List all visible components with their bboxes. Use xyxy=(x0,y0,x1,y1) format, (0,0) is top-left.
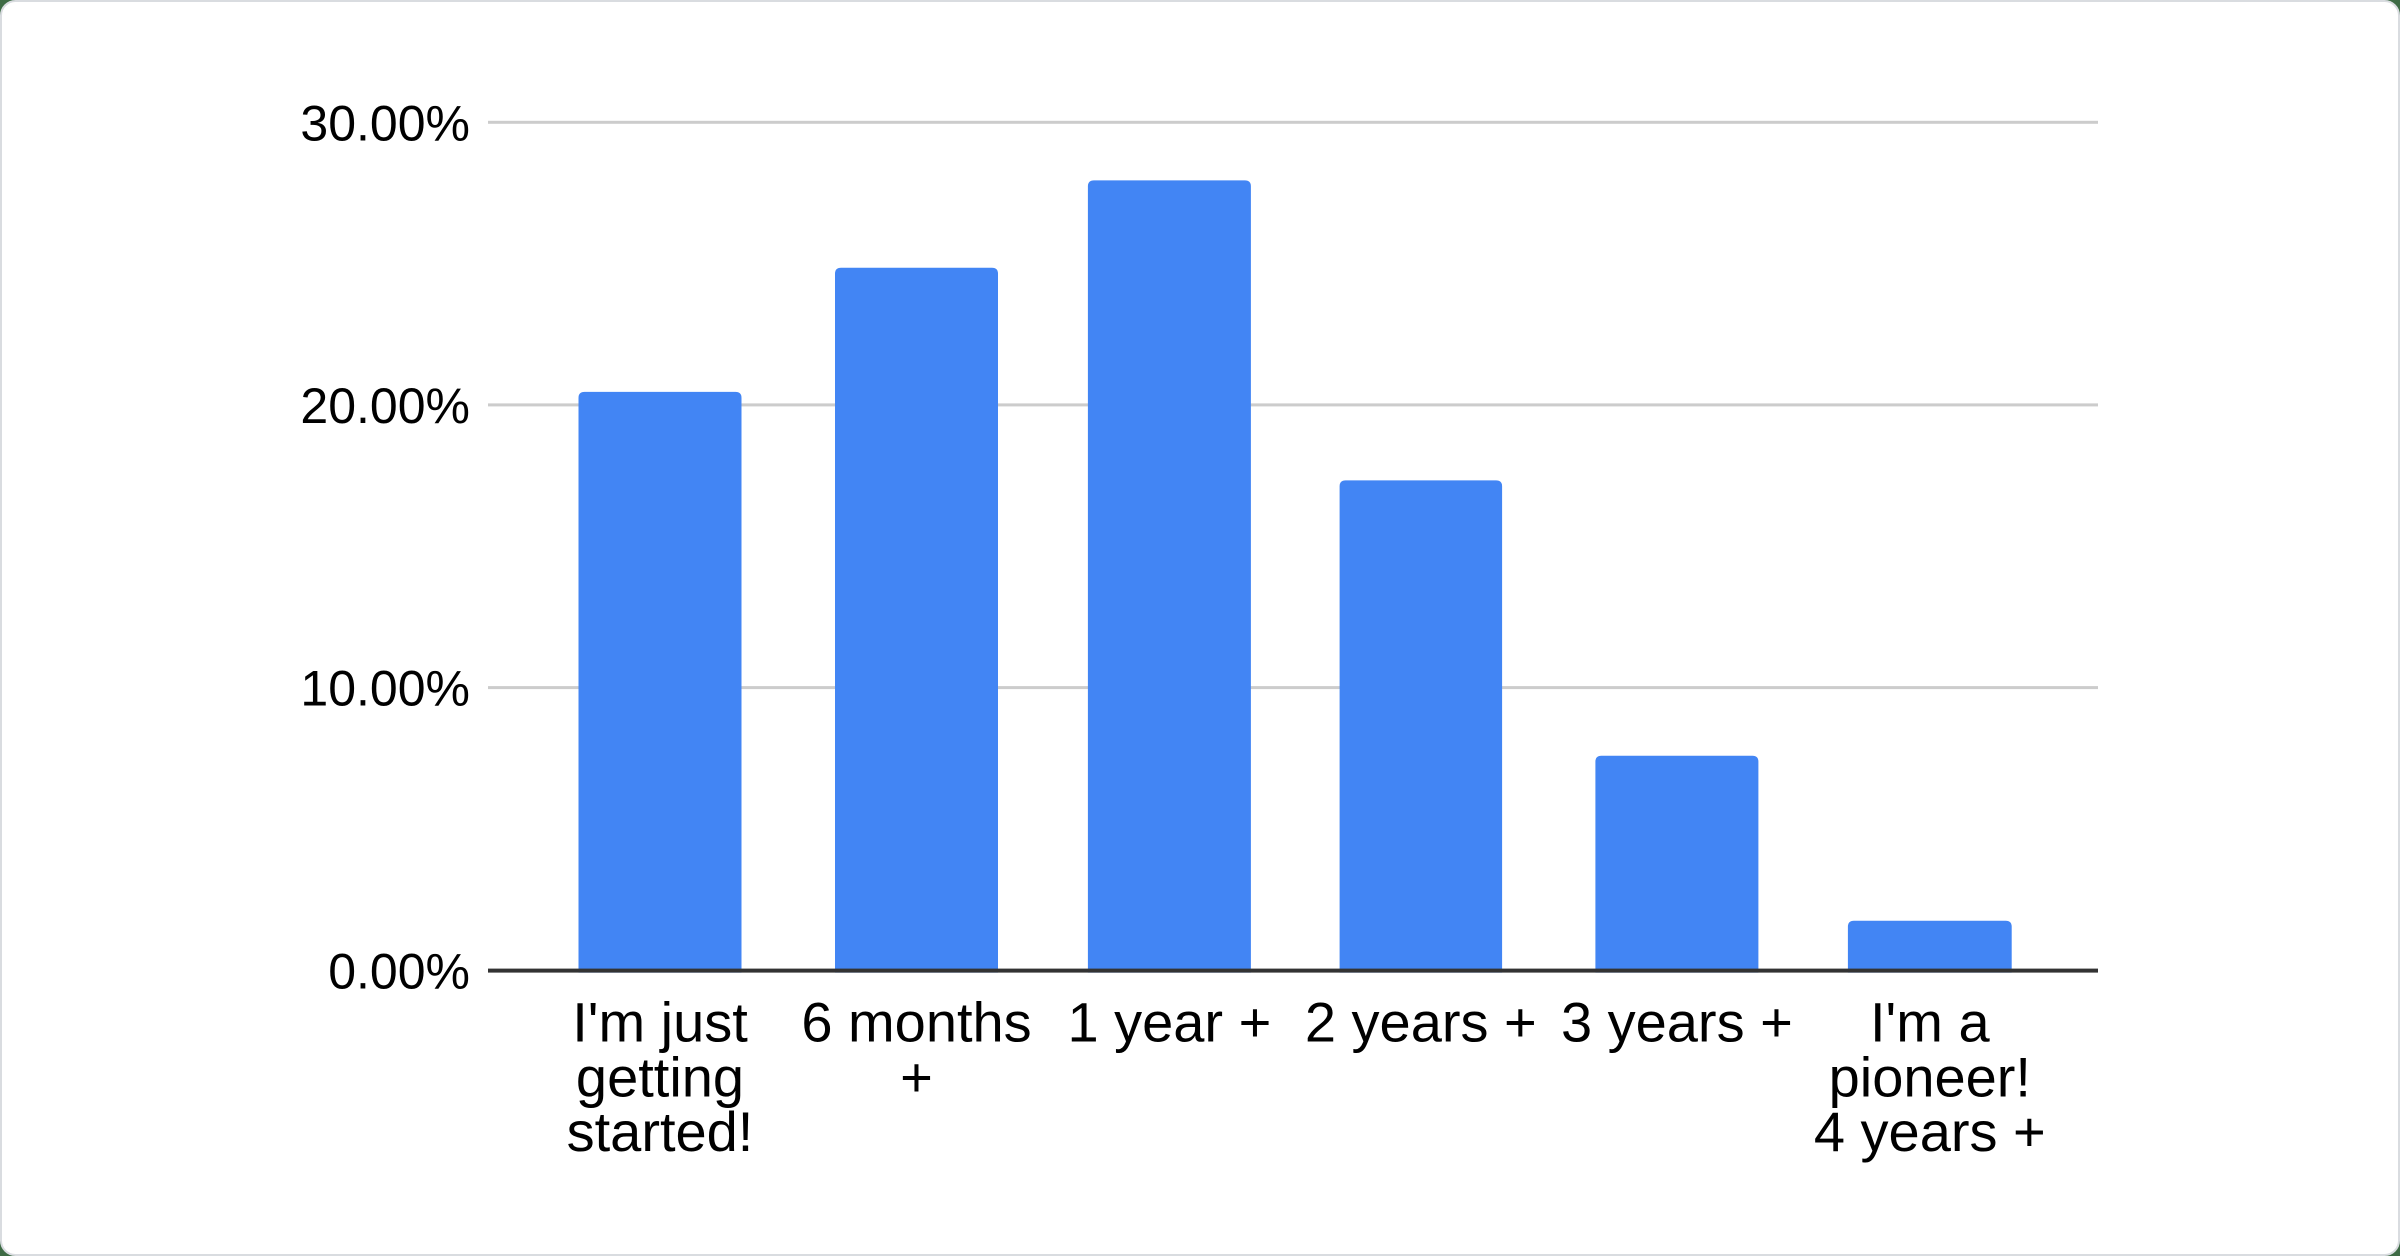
svg-text:6 months: 6 months xyxy=(801,991,1031,1054)
svg-text:2 years +: 2 years + xyxy=(1305,991,1537,1054)
svg-text:1 year +: 1 year + xyxy=(1067,991,1271,1054)
svg-text:4 years +: 4 years + xyxy=(1814,1100,2046,1163)
svg-text:30.00%: 30.00% xyxy=(300,95,470,151)
svg-text:+: + xyxy=(900,1046,933,1109)
svg-text:I'm just: I'm just xyxy=(572,991,748,1054)
svg-text:getting: getting xyxy=(576,1046,744,1109)
svg-text:20.00%: 20.00% xyxy=(300,378,470,434)
svg-text:pioneer!: pioneer! xyxy=(1829,1046,2031,1109)
svg-text:3 years +: 3 years + xyxy=(1561,991,1793,1054)
svg-text:10.00%: 10.00% xyxy=(300,661,470,717)
svg-text:started!: started! xyxy=(567,1100,754,1163)
svg-text:I'm a: I'm a xyxy=(1870,991,1990,1054)
svg-text:0.00%: 0.00% xyxy=(328,944,470,1000)
